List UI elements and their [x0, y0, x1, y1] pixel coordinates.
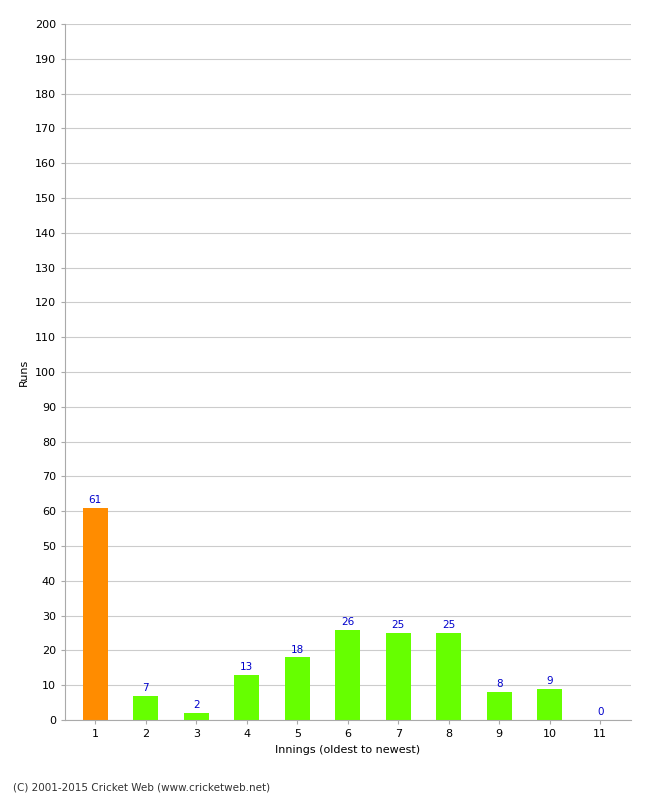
- Bar: [436, 633, 462, 720]
- Text: 25: 25: [442, 620, 456, 630]
- Bar: [285, 658, 310, 720]
- Text: 2: 2: [193, 700, 200, 710]
- Text: (C) 2001-2015 Cricket Web (www.cricketweb.net): (C) 2001-2015 Cricket Web (www.cricketwe…: [13, 782, 270, 792]
- Text: 0: 0: [597, 707, 603, 718]
- Text: 61: 61: [88, 495, 102, 505]
- Text: 8: 8: [496, 679, 502, 690]
- Bar: [487, 692, 512, 720]
- Bar: [133, 696, 159, 720]
- Bar: [537, 689, 562, 720]
- Bar: [83, 508, 108, 720]
- Text: 9: 9: [547, 676, 553, 686]
- Text: 13: 13: [240, 662, 254, 672]
- Bar: [385, 633, 411, 720]
- Text: 25: 25: [391, 620, 405, 630]
- X-axis label: Innings (oldest to newest): Innings (oldest to newest): [275, 745, 421, 754]
- Text: 18: 18: [291, 645, 304, 654]
- Bar: [335, 630, 360, 720]
- Text: 7: 7: [142, 683, 149, 693]
- Y-axis label: Runs: Runs: [20, 358, 29, 386]
- Text: 26: 26: [341, 617, 354, 626]
- Bar: [184, 713, 209, 720]
- Bar: [234, 674, 259, 720]
